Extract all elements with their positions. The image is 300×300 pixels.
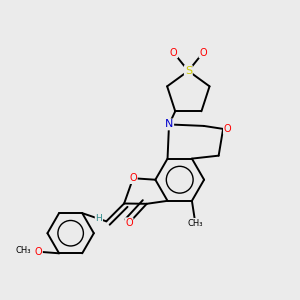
Text: CH₃: CH₃ — [16, 246, 31, 255]
Text: O: O — [200, 47, 207, 58]
Text: S: S — [185, 66, 192, 76]
Text: O: O — [129, 173, 137, 183]
Text: H: H — [95, 214, 102, 223]
Text: O: O — [125, 218, 133, 228]
Text: O: O — [224, 124, 231, 134]
Text: O: O — [34, 247, 42, 257]
Text: O: O — [170, 47, 177, 58]
Text: CH₃: CH₃ — [187, 219, 202, 228]
Text: N: N — [165, 119, 173, 129]
